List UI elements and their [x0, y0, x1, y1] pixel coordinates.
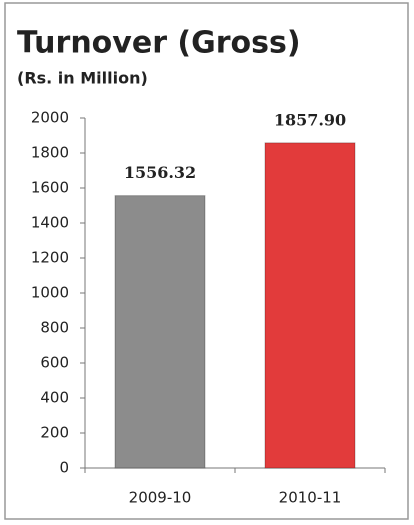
- bar: [264, 142, 356, 469]
- y-tick-label: 1000: [31, 284, 69, 302]
- y-tick-label: 1600: [31, 179, 69, 197]
- chart-title: Turnover (Gross): [17, 26, 301, 61]
- y-tick-label: 2000: [31, 109, 69, 127]
- x-tick-label: 2010-11: [279, 489, 342, 507]
- value-label: 1857.90: [274, 110, 346, 129]
- y-tick-label: 1400: [31, 214, 69, 232]
- y-tick-label: 600: [40, 354, 69, 372]
- x-tick-label: 2009-10: [129, 489, 192, 507]
- y-tick-label: 0: [59, 459, 69, 477]
- y-tick-label: 800: [40, 319, 69, 337]
- y-tick-label: 1200: [31, 249, 69, 267]
- value-label: 1556.32: [124, 163, 196, 182]
- y-tick-label: 400: [40, 389, 69, 407]
- chart-subtitle: (Rs. in Million): [17, 69, 148, 88]
- bar: [114, 195, 206, 469]
- y-tick-label: 200: [40, 424, 69, 442]
- y-tick-label: 1800: [31, 144, 69, 162]
